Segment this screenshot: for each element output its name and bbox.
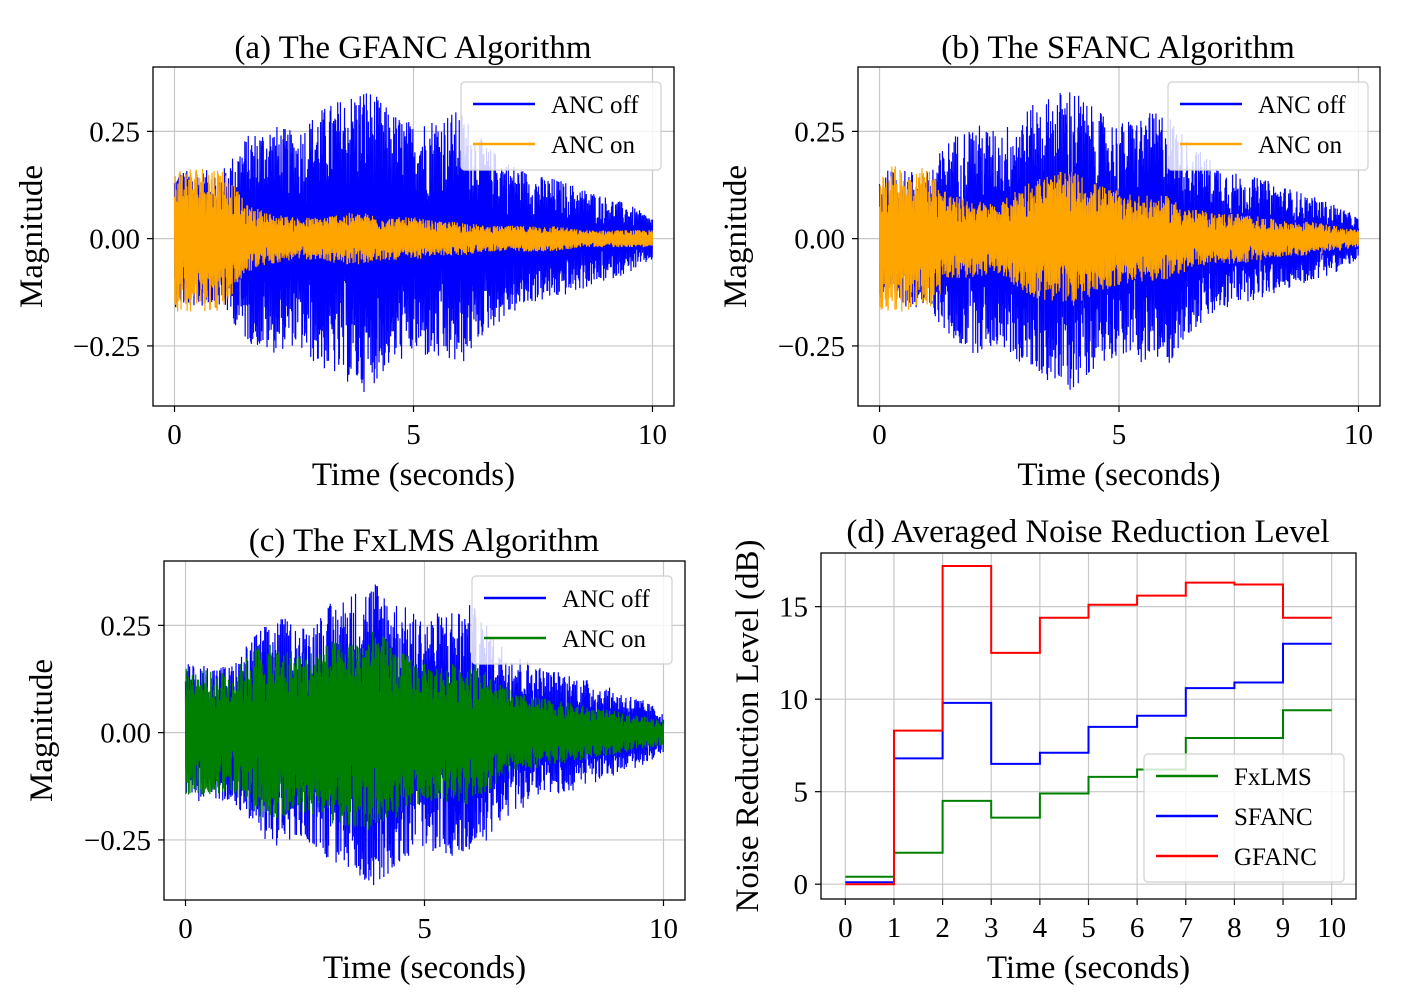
legend: ANC off ANC on [471,575,673,665]
x-tick-label: 10 [1317,912,1346,944]
panel-c: 0 5 10 −0.25 0.00 0.25 (c) The FxLMS Algorithm… [24,523,686,986]
legend-label: GFANC [1234,844,1317,871]
x-tick-label: 7 [1179,912,1194,944]
x-axis-label: Time (seconds) [1017,457,1220,493]
chart-title: (a) The GFANC Algorithm [234,30,591,66]
panel-d: 0 1 2 3 4 5 6 7 8 9 10 0 5 10 15 (d) Averaged Noise Red… [730,514,1357,986]
x-tick-label: 5 [1112,419,1127,451]
x-axis-label: Time (seconds) [312,457,515,493]
series-waveform-anc-off [173,93,654,393]
x-tick-label: 8 [1227,912,1242,944]
x-tick-label: 0 [178,913,193,945]
data-area [173,93,654,393]
panel-a: 0 5 10 −0.25 0.00 0.25 (a) The GFANC Algorithm… [14,30,675,493]
series-line-fxlms [845,709,1332,878]
chart-title: (b) The SFANC Algorithm [941,30,1295,66]
x-tick-label: 10 [638,419,667,451]
panel-b: 0 5 10 −0.25 0.00 0.25 (b) The SFANC Algorithm… [718,30,1381,493]
legend-label: ANC on [551,132,636,159]
y-tick-label: 0.25 [89,116,140,148]
y-axis-label: Noise Reduction Level (dB) [730,540,766,913]
x-tick-label: 10 [649,913,678,945]
x-tick-label: 10 [1344,419,1373,451]
x-tick-label: 0 [872,419,887,451]
x-tick-label: 9 [1276,912,1291,944]
legend: ANC off ANC on [460,81,662,171]
y-axis-label: Magnitude [14,165,50,308]
legend-label: ANC on [562,626,647,653]
y-tick-label: 10 [779,684,808,716]
series-line-gfanc [845,565,1332,886]
series-waveform-anc-on [184,631,665,830]
y-tick-label: −0.25 [73,331,140,363]
y-tick-label: −0.25 [84,825,151,857]
y-tick-label: 5 [794,777,809,809]
y-tick-label: 0.00 [100,718,151,750]
data-area [878,92,1360,390]
y-tick-label: 0.25 [794,116,845,148]
chart-title: (d) Averaged Noise Reduction Level [846,514,1329,550]
series-line-sfanc [845,642,1332,884]
y-tick-label: 0.00 [794,224,845,256]
legend-label: ANC off [551,92,639,119]
x-axis-label: Time (seconds) [323,950,526,986]
x-tick-label: 5 [417,913,432,945]
y-tick-label: 15 [779,592,808,624]
y-tick-label: 0.00 [89,224,140,256]
x-tick-label: 0 [167,419,182,451]
legend-label: ANC off [562,586,650,613]
legend: FxLMS SFANC GFANC [1143,753,1345,883]
data-area [845,565,1332,886]
x-tick-label: 6 [1130,912,1145,944]
x-tick-label: 2 [935,912,950,944]
x-tick-label: 4 [1033,912,1048,944]
legend-box [1143,753,1345,883]
legend-label: SFANC [1234,804,1313,831]
y-axis-label: Magnitude [24,659,60,802]
y-axis-label: Magnitude [718,165,754,308]
data-area [184,584,665,886]
legend-label: ANC off [1258,92,1346,119]
x-tick-label: 3 [984,912,999,944]
x-tick-label: 0 [838,912,853,944]
x-tick-label: 5 [406,419,421,451]
chart-title: (c) The FxLMS Algorithm [249,523,600,559]
series-waveform-anc-on [173,168,654,312]
y-tick-label: −0.25 [778,331,845,363]
legend-label: FxLMS [1234,764,1312,791]
legend: ANC off ANC on [1167,81,1369,171]
x-tick-label: 1 [887,912,902,944]
legend-label: ANC on [1258,132,1343,159]
x-tick-label: 5 [1081,912,1096,944]
x-axis-label: Time (seconds) [987,950,1190,986]
series-waveform-anc-on [878,166,1360,312]
y-tick-label: 0.25 [100,610,151,642]
y-tick-label: 0 [794,869,809,901]
